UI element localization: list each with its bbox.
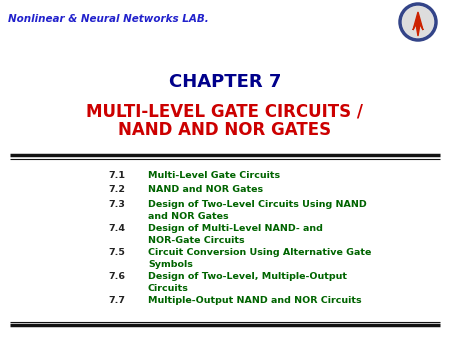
Text: Nonlinear & Neural Networks LAB.: Nonlinear & Neural Networks LAB. (8, 14, 209, 24)
Text: Design of Two-Level, Multiple-Output: Design of Two-Level, Multiple-Output (148, 272, 347, 281)
Text: 7.6: 7.6 (108, 272, 125, 281)
Circle shape (402, 6, 434, 38)
Text: 7.3: 7.3 (108, 200, 125, 209)
Text: CHAPTER 7: CHAPTER 7 (169, 73, 281, 91)
Text: NAND and NOR Gates: NAND and NOR Gates (148, 186, 263, 194)
Text: MULTI-LEVEL GATE CIRCUITS /: MULTI-LEVEL GATE CIRCUITS / (86, 103, 364, 121)
Text: Symbols: Symbols (148, 260, 193, 269)
Text: NOR-Gate Circuits: NOR-Gate Circuits (148, 236, 245, 245)
Text: 7.7: 7.7 (108, 296, 125, 305)
Text: Circuit Conversion Using Alternative Gate: Circuit Conversion Using Alternative Gat… (148, 248, 371, 257)
Text: NAND AND NOR GATES: NAND AND NOR GATES (118, 121, 332, 139)
Text: and NOR Gates: and NOR Gates (148, 212, 229, 221)
Polygon shape (413, 12, 423, 36)
Text: 7.5: 7.5 (108, 248, 125, 257)
Text: 7.2: 7.2 (108, 186, 125, 194)
Text: Multi-Level Gate Circuits: Multi-Level Gate Circuits (148, 171, 280, 180)
Text: Multiple-Output NAND and NOR Circuits: Multiple-Output NAND and NOR Circuits (148, 296, 362, 305)
Text: Design of Two-Level Circuits Using NAND: Design of Two-Level Circuits Using NAND (148, 200, 367, 209)
Text: 7.4: 7.4 (108, 224, 125, 233)
Text: 7.1: 7.1 (108, 171, 125, 180)
Text: Circuits: Circuits (148, 284, 189, 293)
Text: Design of Multi-Level NAND- and: Design of Multi-Level NAND- and (148, 224, 323, 233)
